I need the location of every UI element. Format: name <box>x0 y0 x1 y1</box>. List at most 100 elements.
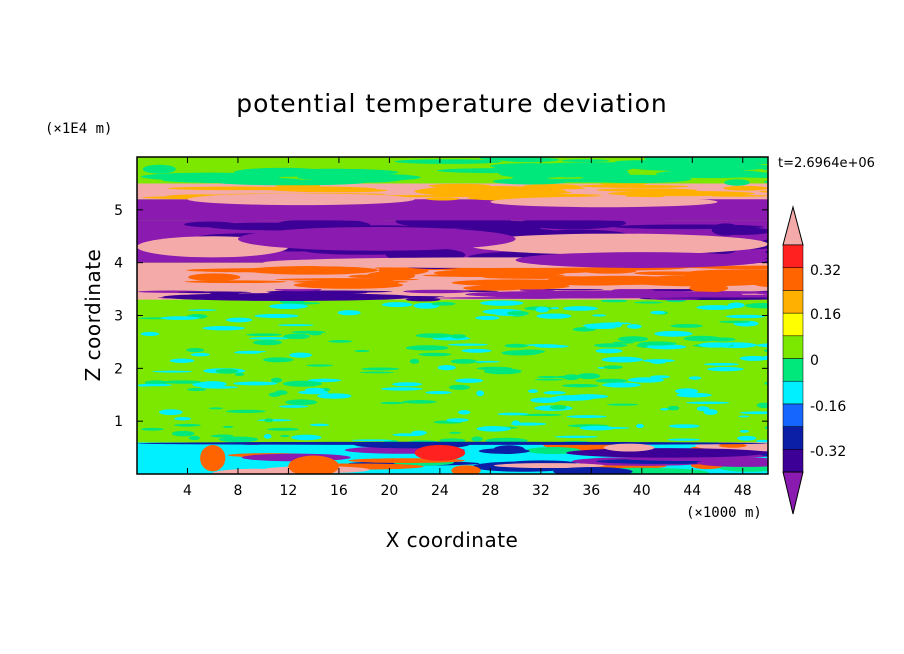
x-tick-label: 4 <box>183 483 192 499</box>
contour-patch <box>583 323 619 329</box>
contour-patch <box>291 434 322 441</box>
cold-lens <box>162 293 415 301</box>
y-tick-label: 5 <box>114 203 123 219</box>
contour-patch <box>592 314 607 317</box>
contour-patch <box>307 378 342 383</box>
contour-patch <box>405 297 441 302</box>
contour-patch <box>418 352 452 357</box>
contour-patch <box>754 281 768 288</box>
contour-patch <box>277 324 314 327</box>
contour-patch <box>724 179 750 186</box>
contour-patch <box>152 370 193 373</box>
contour-patch <box>712 227 768 235</box>
contour-patch <box>688 376 702 380</box>
contour-patch <box>710 195 768 197</box>
contour-patch <box>530 397 561 404</box>
contour-patch <box>184 216 272 221</box>
contour-patch <box>562 306 598 311</box>
contour-patch <box>222 425 234 428</box>
contour-patch <box>188 435 201 441</box>
contour-patch <box>236 350 267 353</box>
contour-patch <box>626 324 642 329</box>
contour-patch <box>659 407 670 411</box>
contour-patch <box>628 188 698 192</box>
contour-patch <box>765 250 768 254</box>
contour-patch <box>306 364 333 367</box>
contour-patch <box>739 355 768 361</box>
contour-patch <box>650 360 666 364</box>
contour-patch <box>437 364 456 371</box>
time-label: t=2.6964e+06 <box>778 156 875 171</box>
contour-patch <box>233 381 278 386</box>
contour-patch <box>233 167 330 177</box>
x-tick-label: 44 <box>683 483 701 499</box>
contour-patch <box>763 349 768 353</box>
contour-patch <box>576 373 601 380</box>
colorbar-tick-label: 0.16 <box>810 307 841 323</box>
contour-patch <box>296 173 421 182</box>
contour-patch <box>536 313 572 319</box>
contour-patch <box>359 371 395 374</box>
contour-patch <box>553 466 633 474</box>
contour-patch <box>497 412 529 416</box>
contour-patch <box>447 343 489 346</box>
contour-patch <box>174 417 192 421</box>
contour-patch <box>193 208 222 215</box>
contour-patch <box>409 358 420 364</box>
contour-patch <box>200 386 239 389</box>
x-axis-label: X coordinate <box>386 528 519 552</box>
contour-patch <box>703 409 718 415</box>
contour-patch <box>733 205 768 210</box>
contour-patch <box>184 221 236 228</box>
contour-patch <box>269 303 308 310</box>
contour-patch <box>718 320 751 323</box>
contour-patch <box>543 391 566 395</box>
contour-patch <box>380 387 423 391</box>
contour-patch <box>579 425 616 431</box>
contour-patch <box>305 387 325 392</box>
hot-plume <box>288 455 339 474</box>
contour-patch <box>617 336 649 342</box>
contour-patch <box>450 334 467 339</box>
contour-patch <box>140 331 160 336</box>
contour-patch <box>381 302 413 308</box>
contour-patch <box>202 325 245 331</box>
contour-patch <box>187 309 217 312</box>
contour-patch <box>476 426 511 432</box>
contour-patch <box>504 343 529 348</box>
contour-patch <box>500 210 540 217</box>
contour-patch <box>380 401 405 405</box>
colorbar-segment <box>782 335 804 359</box>
contour-patch <box>210 434 234 438</box>
contour-patch <box>169 358 195 363</box>
contour-patch <box>403 289 470 294</box>
cold-lens <box>566 448 768 458</box>
contour-patch <box>263 434 272 439</box>
x-tick-label: 8 <box>233 483 242 499</box>
contour-patch <box>405 345 449 351</box>
contour-patch <box>459 268 598 274</box>
contour-patch <box>361 367 400 371</box>
contour-patch <box>696 305 735 310</box>
contour-patch <box>650 375 670 379</box>
colorbar-tick-label: -0.32 <box>810 444 846 460</box>
contour-patch <box>218 436 259 443</box>
contour-patch <box>248 337 290 340</box>
contour-patch <box>751 240 768 248</box>
contour-patch <box>744 302 768 309</box>
contour-patch <box>760 239 768 246</box>
contour-patch <box>762 168 768 171</box>
contour-patch <box>422 273 566 278</box>
cold-lens <box>465 290 743 299</box>
contour-patch <box>293 281 404 289</box>
band-2 <box>137 289 768 300</box>
x-tick-label: 16 <box>330 483 348 499</box>
contour-patch <box>478 448 530 454</box>
contour-patch <box>475 315 500 320</box>
colorbar-segment <box>782 244 804 268</box>
contour-patch <box>264 418 274 423</box>
colorbar-segment <box>782 426 804 450</box>
contour-patch <box>208 407 223 410</box>
contour-patch <box>627 377 665 383</box>
